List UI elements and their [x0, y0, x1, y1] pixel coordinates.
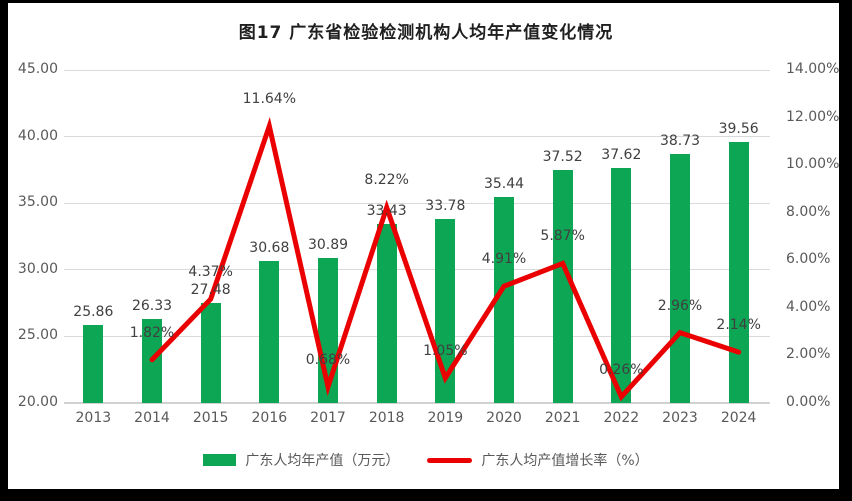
bar-value-label: 39.56 — [718, 121, 759, 138]
y-axis-right-tick: 8.00% — [786, 203, 831, 220]
growth-rate-label: 2.96% — [657, 297, 703, 314]
y-axis-right-tick: 0.00% — [786, 394, 831, 410]
gridline — [64, 69, 770, 71]
x-axis-tick: 2021 — [544, 410, 581, 426]
x-axis-line — [64, 402, 770, 404]
growth-rate-label: 0.68% — [305, 351, 351, 368]
bar-2013 — [83, 324, 104, 403]
y-axis-left-tick: 20.00 — [17, 394, 58, 410]
bar-value-label: 26.33 — [131, 297, 173, 314]
legend-label-bar-series: 广东人均年产值（万元） — [245, 453, 400, 469]
y-axis-right-tick: 14.00% — [786, 61, 840, 77]
bar-value-label: 38.73 — [659, 132, 701, 149]
growth-rate-label: 1.82% — [129, 324, 175, 341]
growth-rate-label: 4.91% — [481, 251, 527, 268]
bar-2021 — [552, 169, 573, 403]
x-axis-tick: 2024 — [720, 410, 757, 426]
x-axis-tick: 2020 — [486, 410, 522, 426]
bar-2015 — [200, 303, 221, 403]
line-series-swatch-icon — [427, 457, 473, 463]
bar-2020 — [494, 197, 514, 403]
legend-item-bar-series: 广东人均年产值（万元） — [203, 450, 399, 470]
bar-value-label: 30.68 — [249, 239, 290, 256]
bar-series-swatch-icon — [203, 454, 237, 466]
x-axis-tick: 2019 — [427, 410, 464, 426]
growth-rate-label: 4.37% — [188, 264, 233, 281]
legend: 广东人均年产值（万元） 广东人均产值增长率（%） — [0, 450, 852, 470]
y-axis-left-tick: 30.00 — [17, 260, 58, 277]
y-axis-right-tick: 10.00% — [786, 156, 840, 173]
growth-rate-label: 1.05% — [423, 343, 468, 360]
growth-rate-label: 11.64% — [242, 91, 297, 108]
bar-value-label: 37.52 — [542, 148, 583, 165]
bar-value-label: 35.44 — [483, 176, 525, 193]
gridline — [64, 269, 770, 271]
bar-2018 — [376, 224, 397, 403]
chart-title: 图17 广东省检验检测机构人均年产值变化情况 — [238, 23, 614, 43]
bar-2017 — [318, 257, 338, 403]
x-axis-tick: 2015 — [192, 410, 229, 426]
bar-value-label: 37.62 — [601, 147, 642, 164]
y-axis-left-tick: 35.00 — [17, 194, 58, 211]
growth-rate-label: 8.22% — [364, 172, 409, 189]
legend-label-line-series: 广东人均产值增长率（%） — [481, 453, 649, 469]
legend-item-line-series: 广东人均产值增长率（%） — [427, 450, 649, 470]
bar-2019 — [435, 219, 456, 403]
y-axis-right-tick: 12.00% — [786, 108, 840, 125]
bar-value-label: 33.78 — [425, 198, 466, 215]
bar-2023 — [670, 153, 690, 403]
x-axis-tick: 2023 — [662, 410, 698, 426]
x-axis-tick: 2017 — [310, 410, 346, 426]
bar-value-label: 33.43 — [366, 203, 407, 220]
bar-2016 — [259, 260, 280, 403]
y-axis-right-tick: 6.00% — [786, 251, 831, 268]
y-axis-left-tick: 45.00 — [17, 61, 58, 77]
y-axis-left-tick: 40.00 — [17, 127, 58, 144]
x-axis-tick: 2013 — [75, 410, 112, 426]
y-axis-right-tick: 2.00% — [786, 346, 831, 363]
y-axis-left-tick: 25.00 — [17, 327, 58, 344]
x-axis-tick: 2022 — [603, 410, 640, 426]
x-axis-tick: 2018 — [368, 410, 405, 426]
bar-value-label: 25.86 — [73, 303, 114, 320]
growth-rate-label: 0.26% — [599, 361, 644, 378]
x-axis-tick: 2016 — [251, 410, 288, 426]
growth-rate-label: 2.14% — [716, 317, 761, 334]
growth-rate-label: 5.87% — [540, 228, 585, 245]
bar-value-label: 27.48 — [190, 282, 231, 299]
bar-value-label: 30.89 — [307, 236, 349, 253]
y-axis-right-tick: 4.00% — [786, 298, 831, 315]
bar-2024 — [728, 142, 749, 403]
x-axis-tick: 2014 — [134, 410, 170, 426]
